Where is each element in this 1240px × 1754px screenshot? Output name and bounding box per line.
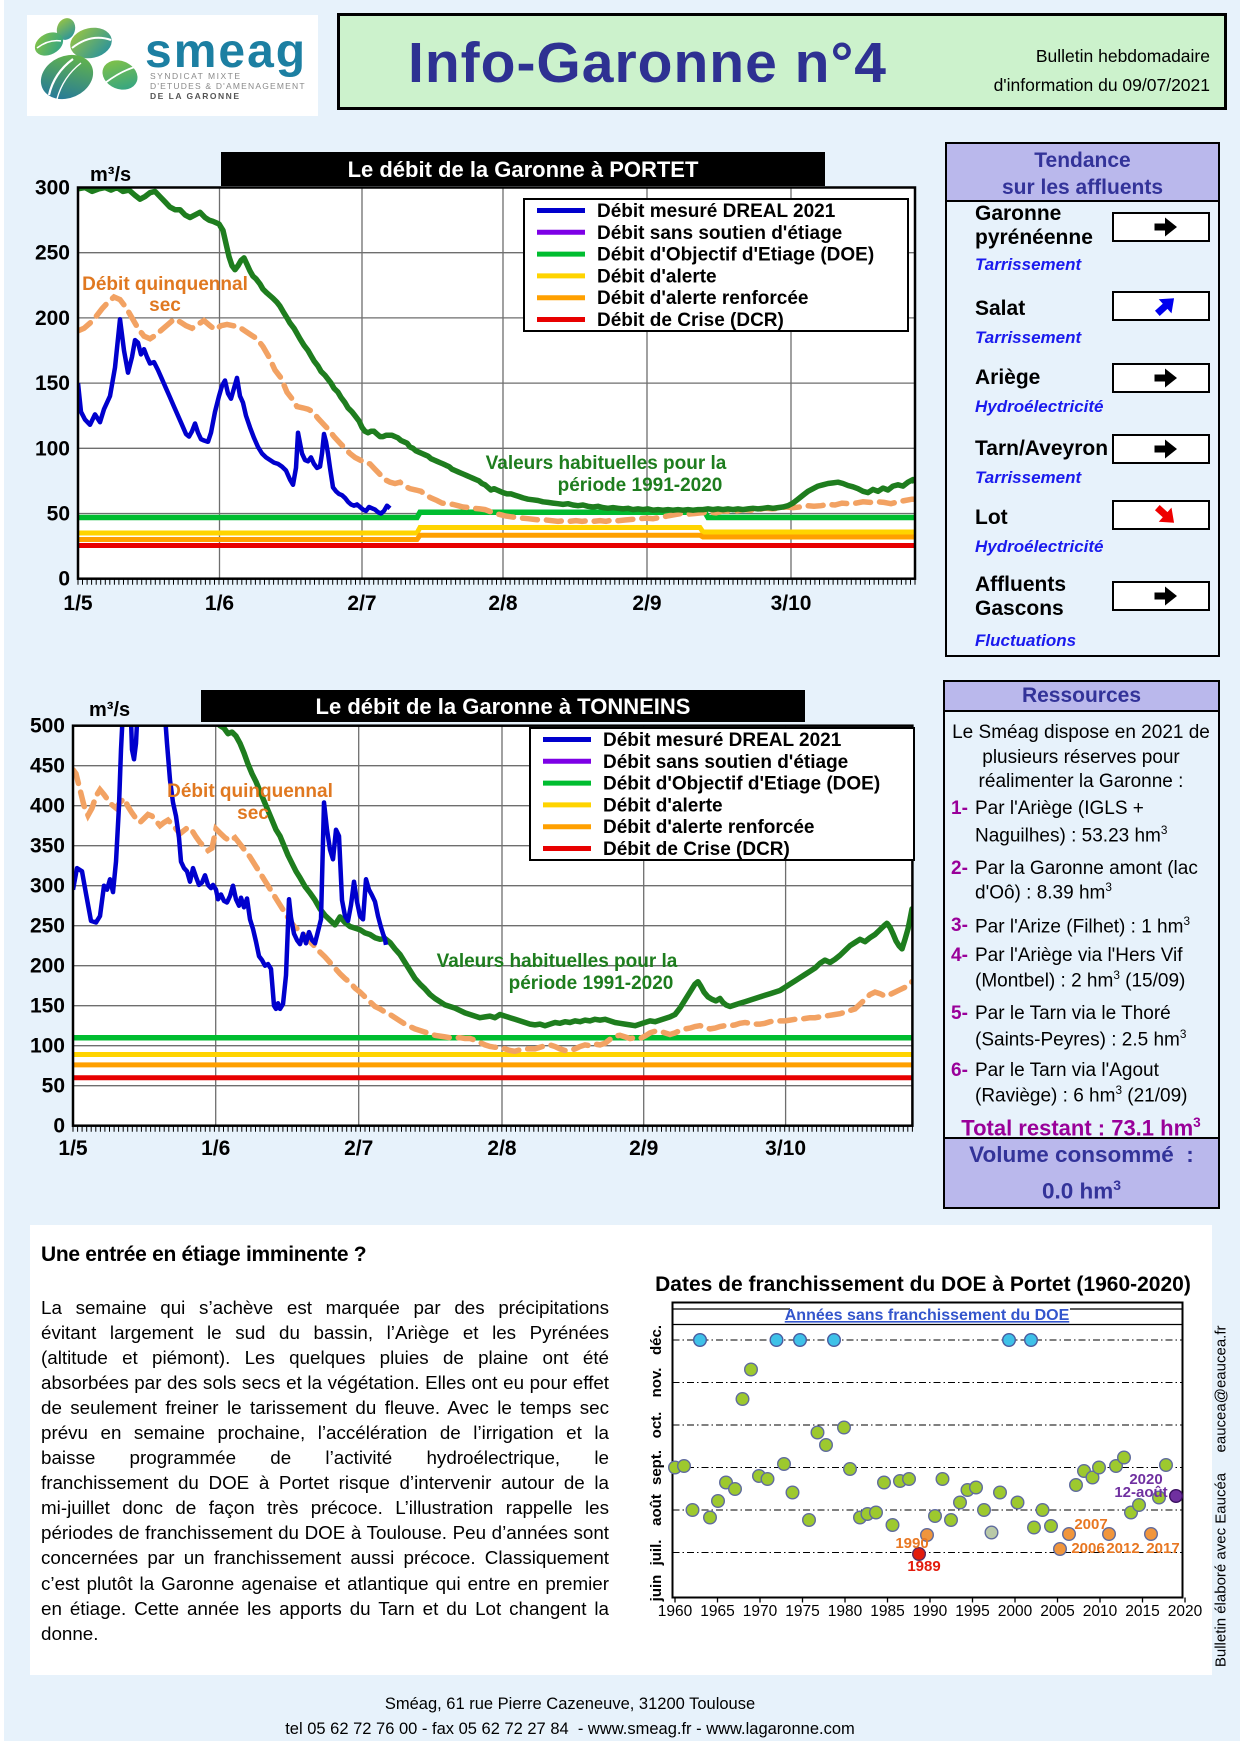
svg-text:Années sans franchissement du: Années sans franchissement du DOE: [785, 1307, 1070, 1324]
svg-text:50: 50: [47, 503, 70, 526]
svg-text:2007: 2007: [1074, 1516, 1107, 1533]
svg-text:m³/s: m³/s: [89, 699, 130, 721]
svg-text:100: 100: [35, 437, 70, 460]
svg-text:période 1991-2020: période 1991-2020: [558, 475, 723, 496]
svg-text:400: 400: [30, 795, 65, 818]
svg-text:2/7: 2/7: [347, 592, 376, 615]
svg-text:Débit de Crise (DCR): Débit de Crise (DCR): [603, 839, 790, 860]
svg-text:juin: juin: [648, 1575, 665, 1603]
svg-text:sec: sec: [237, 803, 269, 824]
svg-text:SYNDICAT MIXTE: SYNDICAT MIXTE: [150, 71, 242, 81]
svg-text:sec: sec: [149, 295, 181, 316]
svg-text:Débit sans soutien d'étiage: Débit sans soutien d'étiage: [597, 223, 842, 244]
svg-text:350: 350: [30, 835, 65, 858]
svg-text:1960: 1960: [658, 1603, 693, 1620]
svg-text:2006: 2006: [1071, 1540, 1104, 1557]
svg-text:1990: 1990: [913, 1603, 948, 1620]
svg-text:Débit quinquennal: Débit quinquennal: [167, 781, 333, 802]
svg-text:1980: 1980: [828, 1603, 863, 1620]
svg-text:1990: 1990: [895, 1535, 928, 1552]
svg-text:2000: 2000: [998, 1603, 1033, 1620]
svg-text:Valeurs habituelles pour la: Valeurs habituelles pour la: [486, 453, 727, 474]
svg-text:300: 300: [35, 177, 70, 200]
svg-text:Débit mesuré DREAL 2021: Débit mesuré DREAL 2021: [603, 730, 842, 751]
svg-text:Débit d'alerte renforcée: Débit d'alerte renforcée: [597, 288, 808, 309]
svg-text:déc.: déc.: [648, 1325, 665, 1355]
svg-text:500: 500: [30, 715, 65, 738]
svg-text:2010: 2010: [1083, 1603, 1118, 1620]
svg-text:2/9: 2/9: [632, 592, 661, 615]
svg-text:1985: 1985: [870, 1603, 904, 1620]
svg-text:Débit sans soutien d'étiage: Débit sans soutien d'étiage: [603, 752, 848, 773]
svg-text:sept.: sept.: [648, 1450, 665, 1485]
svg-text:1970: 1970: [743, 1603, 778, 1620]
svg-text:D'ETUDES & D'AMENAGEMENT: D'ETUDES & D'AMENAGEMENT: [150, 81, 306, 91]
svg-text:Débit d'Objectif d'Etiage (DOE: Débit d'Objectif d'Etiage (DOE): [597, 245, 874, 266]
svg-text:3/10: 3/10: [765, 1137, 806, 1160]
svg-text:250: 250: [30, 915, 65, 938]
svg-text:Débit mesuré DREAL 2021: Débit mesuré DREAL 2021: [597, 201, 836, 222]
svg-text:450: 450: [30, 755, 65, 778]
svg-text:200: 200: [30, 955, 65, 978]
svg-text:smeag: smeag: [145, 25, 307, 78]
svg-text:Débit d'alerte: Débit d'alerte: [597, 266, 717, 287]
svg-text:1989: 1989: [907, 1558, 940, 1575]
svg-text:DE LA GARONNE: DE LA GARONNE: [150, 91, 241, 101]
svg-text:Dates de franchissement du DOE: Dates de franchissement du DOE à Portet …: [655, 1273, 1191, 1296]
svg-text:2005: 2005: [1040, 1603, 1074, 1620]
svg-text:oct.: oct.: [648, 1412, 665, 1439]
svg-text:12-août: 12-août: [1114, 1484, 1167, 1501]
svg-text:1/6: 1/6: [205, 592, 234, 615]
svg-text:2015: 2015: [1125, 1603, 1159, 1620]
svg-text:200: 200: [35, 307, 70, 330]
svg-text:nov.: nov.: [648, 1368, 665, 1398]
svg-text:1/6: 1/6: [201, 1137, 230, 1160]
svg-text:2017: 2017: [1146, 1540, 1179, 1557]
svg-text:0: 0: [58, 568, 70, 591]
svg-text:Débit d'Objectif d'Etiage (DOE: Débit d'Objectif d'Etiage (DOE): [603, 774, 880, 795]
svg-text:août: août: [648, 1494, 665, 1526]
svg-text:2/8: 2/8: [487, 1137, 517, 1160]
svg-text:3/10: 3/10: [771, 592, 812, 615]
svg-text:300: 300: [30, 875, 65, 898]
svg-text:2/8: 2/8: [488, 592, 518, 615]
svg-text:1965: 1965: [700, 1603, 734, 1620]
svg-text:Débit quinquennal: Débit quinquennal: [82, 274, 248, 295]
svg-text:m³/s: m³/s: [90, 164, 131, 186]
svg-text:juil.: juil.: [648, 1540, 665, 1567]
svg-text:0: 0: [53, 1115, 65, 1138]
svg-text:Le débit de la Garonne à PORTE: Le débit de la Garonne à PORTET: [348, 157, 699, 182]
svg-text:1/5: 1/5: [58, 1137, 88, 1160]
svg-text:Débit d'alerte renforcée: Débit d'alerte renforcée: [603, 817, 814, 838]
svg-text:50: 50: [42, 1075, 65, 1098]
svg-text:2020: 2020: [1168, 1603, 1203, 1620]
svg-text:150: 150: [30, 995, 65, 1018]
svg-text:2/7: 2/7: [344, 1137, 373, 1160]
svg-text:250: 250: [35, 242, 70, 265]
svg-text:2020: 2020: [1129, 1471, 1162, 1488]
svg-text:1975: 1975: [785, 1603, 819, 1620]
svg-text:2012: 2012: [1106, 1540, 1139, 1557]
svg-text:Débit de Crise (DCR): Débit de Crise (DCR): [597, 310, 784, 331]
svg-text:150: 150: [35, 372, 70, 395]
svg-text:1995: 1995: [955, 1603, 989, 1620]
svg-text:2/9: 2/9: [629, 1137, 658, 1160]
svg-text:1/5: 1/5: [63, 592, 93, 615]
svg-text:période 1991-2020: période 1991-2020: [509, 973, 674, 994]
svg-text:Débit d'alerte: Débit d'alerte: [603, 795, 723, 816]
svg-text:100: 100: [30, 1035, 65, 1058]
svg-text:Valeurs habituelles pour la: Valeurs habituelles pour la: [437, 951, 678, 972]
svg-text:Le débit de la Garonne à TONNE: Le débit de la Garonne à TONNEINS: [316, 694, 691, 719]
